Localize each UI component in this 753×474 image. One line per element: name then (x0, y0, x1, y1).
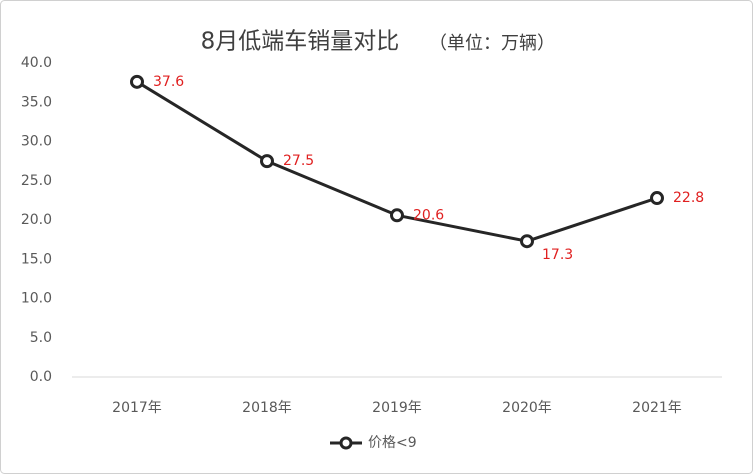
data-label: 27.5 (283, 153, 314, 169)
marker (130, 74, 144, 89)
data-label: 37.6 (153, 74, 184, 90)
marker (650, 191, 664, 206)
marker (260, 154, 274, 169)
data-label: 22.8 (673, 190, 704, 206)
legend-marker (339, 436, 353, 450)
chart-subtitle: （单位：万辆） (429, 33, 555, 54)
marker (520, 234, 534, 249)
x-tick-label: 2017年 (112, 400, 162, 416)
y-tick-label: 20.0 (21, 212, 52, 228)
legend-label: 价格<9 (368, 435, 417, 451)
x-tick-label: 2018年 (242, 400, 292, 416)
y-tick-label: 10.0 (21, 291, 52, 307)
y-tick-label: 15.0 (21, 251, 52, 267)
marker (390, 208, 404, 223)
y-tick-label: 40.0 (21, 55, 52, 71)
chart-title: 8月低端车销量对比 (201, 29, 400, 55)
x-tick-label: 2019年 (372, 400, 422, 416)
data-label: 20.6 (413, 207, 444, 223)
x-tick-label: 2020年 (502, 400, 552, 416)
y-tick-label: 35.0 (21, 94, 52, 110)
y-tick-label: 30.0 (21, 134, 52, 150)
x-tick-label: 2021年 (632, 400, 682, 416)
y-tick-label: 5.0 (30, 330, 52, 346)
y-tick-label: 25.0 (21, 173, 52, 189)
y-tick-label: 0.0 (30, 369, 52, 385)
data-label: 17.3 (542, 247, 573, 263)
